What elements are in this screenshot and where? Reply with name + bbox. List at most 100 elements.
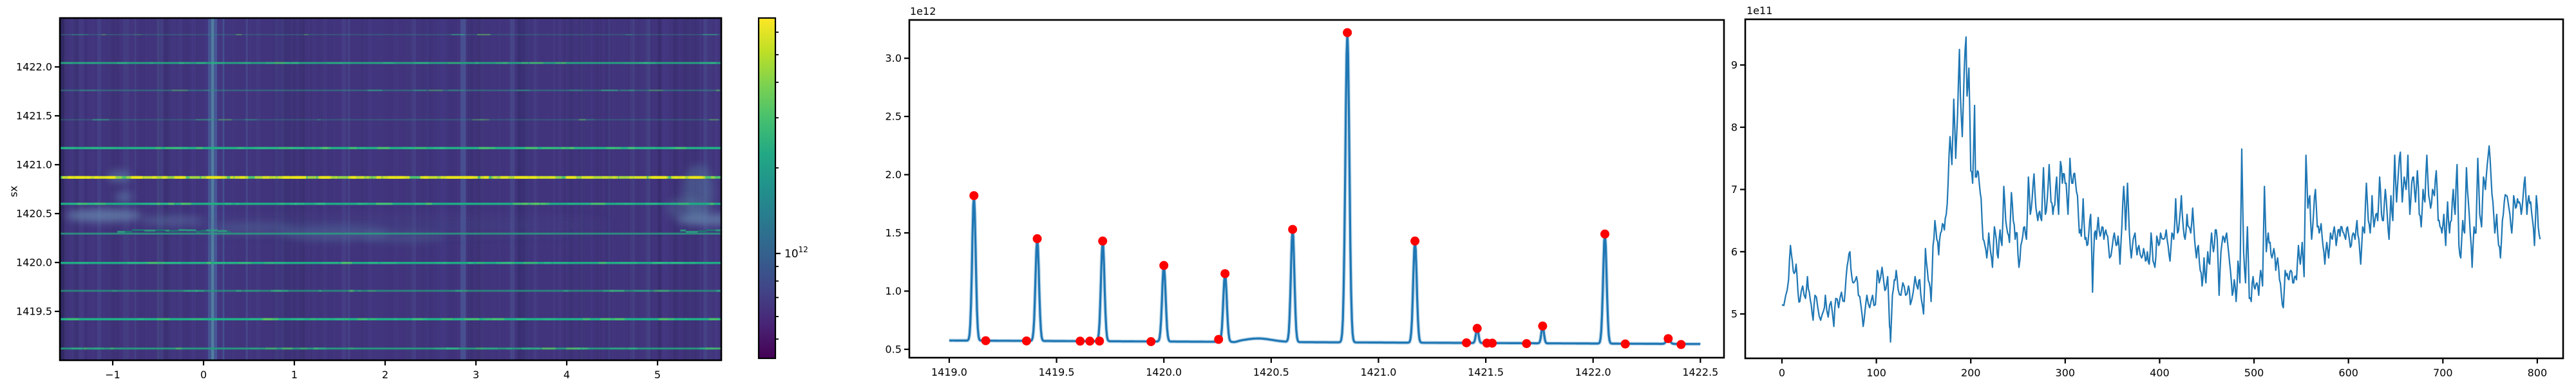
heatmap-emission-row [60,318,721,320]
timeseries-offset-label: 1e11 [1747,5,1773,17]
heatmap-emission-row [60,262,721,264]
peak-marker [1032,234,1042,244]
x-tick-label: −1 [105,369,120,381]
y-tick-label: 9 [1731,59,1738,71]
peak-marker [1488,338,1497,348]
peak-marker [1021,336,1031,345]
heatmap-vertical-stripe [348,18,350,360]
x-tick-label: 2 [382,369,388,381]
spectrum-line [949,32,1701,345]
heatmap-image [60,18,721,360]
y-tick-label: 1421.0 [16,159,52,171]
heatmap-vertical-stripe [208,18,218,360]
heatmap-emission-row [60,203,721,205]
peak-marker [1663,334,1673,344]
peak-marker [1288,225,1298,234]
x-tick-label: 1420.0 [1146,366,1182,378]
peak-marker [1220,269,1230,279]
heatmap-vertical-stripe [222,18,225,360]
heatmap-vertical-stripe [658,18,661,360]
peak-marker [1410,236,1420,246]
heatmap-blob [158,216,612,234]
y-tick-label: 1419.5 [16,306,52,318]
heatmap-vertical-stripe [211,18,214,360]
y-tick-label: 2.0 [886,169,902,181]
x-tick-label: 1421.0 [1360,366,1396,378]
y-tick-label: 2.5 [886,111,902,123]
x-tick-label: 800 [2528,367,2548,379]
peak-marker [1095,336,1104,346]
peak-marker [1522,339,1531,349]
x-tick-label: 4 [564,369,570,381]
peak-marker [1214,335,1224,344]
x-tick-label: 0 [200,369,207,381]
spectrum-peak-markers [969,28,1686,349]
x-tick-label: 100 [1866,367,1886,379]
timeseries-axes-box [1744,18,2564,360]
x-tick-label: 400 [2150,367,2170,379]
peak-marker [1085,336,1095,346]
y-tick-label: 1421.5 [16,110,52,122]
peak-marker [1600,229,1610,239]
y-tick-label: 1420.0 [16,257,52,269]
y-tick-label: 6 [1731,246,1738,258]
colorbar [757,17,777,360]
peak-marker [1620,339,1630,349]
colorbar-label: 1012 [784,245,808,261]
y-tick-label: 5 [1731,308,1738,320]
y-tick-label: 1422.0 [16,61,52,73]
spectrum-offset-label: 1e12 [910,5,936,17]
x-tick-label: 300 [2056,367,2076,379]
heatmap-emission-row [60,89,721,91]
x-tick-label: 600 [2338,367,2358,379]
x-tick-label: 500 [2244,367,2264,379]
peak-marker [1676,340,1686,349]
peak-marker [1538,321,1548,331]
heatmap-blob [677,214,721,226]
x-tick-label: 5 [654,369,661,381]
peak-marker [1462,338,1472,347]
x-tick-label: 1422.5 [1682,366,1718,378]
timeseries-line [1781,36,2541,343]
x-tick-label: 1419.0 [931,366,967,378]
heatmap-ylabel: sx [7,185,20,198]
heatmap-emission-row [60,118,721,121]
heatmap-axes-box [59,17,723,362]
peak-marker [1159,261,1169,270]
x-tick-label: 700 [2433,367,2453,379]
heatmap-blob [114,191,133,203]
heatmap-vertical-stripe [517,18,526,360]
heatmap-emission-row [60,290,721,292]
heatmap-vertical-stripe [460,18,466,360]
y-tick-label: 3.0 [886,52,902,64]
x-tick-label: 0 [1779,367,1785,379]
peak-marker [969,191,979,201]
y-tick-label: 1420.5 [16,208,52,220]
x-tick-label: 1422.0 [1575,366,1611,378]
heatmap-vertical-stripe [156,18,160,360]
y-tick-label: 1.5 [886,226,902,239]
y-tick-label: 7 [1731,183,1738,196]
x-tick-label: 1 [291,369,298,381]
y-tick-label: 0.5 [886,343,902,355]
x-tick-label: 3 [473,369,479,381]
heatmap-vertical-stripe [79,18,84,360]
heatmap-blob [65,209,142,222]
peak-marker [1075,336,1085,346]
x-tick-label: 1420.5 [1253,366,1289,378]
y-tick-label: 1.0 [886,285,902,297]
x-tick-label: 1421.5 [1468,366,1504,378]
heatmap-emission-row [60,147,721,149]
heatmap-emission-row [60,347,721,350]
heatmap-background [60,18,721,360]
heatmap-vertical-stripe [60,18,64,360]
peak-marker [1146,337,1156,347]
peak-marker [1343,28,1352,37]
peak-marker [981,336,990,345]
heatmap-jagged-row [60,232,721,235]
x-tick-label: 1419.5 [1039,366,1075,378]
heatmap-emission-row [60,33,721,35]
heatmap-emission-row [60,62,721,64]
